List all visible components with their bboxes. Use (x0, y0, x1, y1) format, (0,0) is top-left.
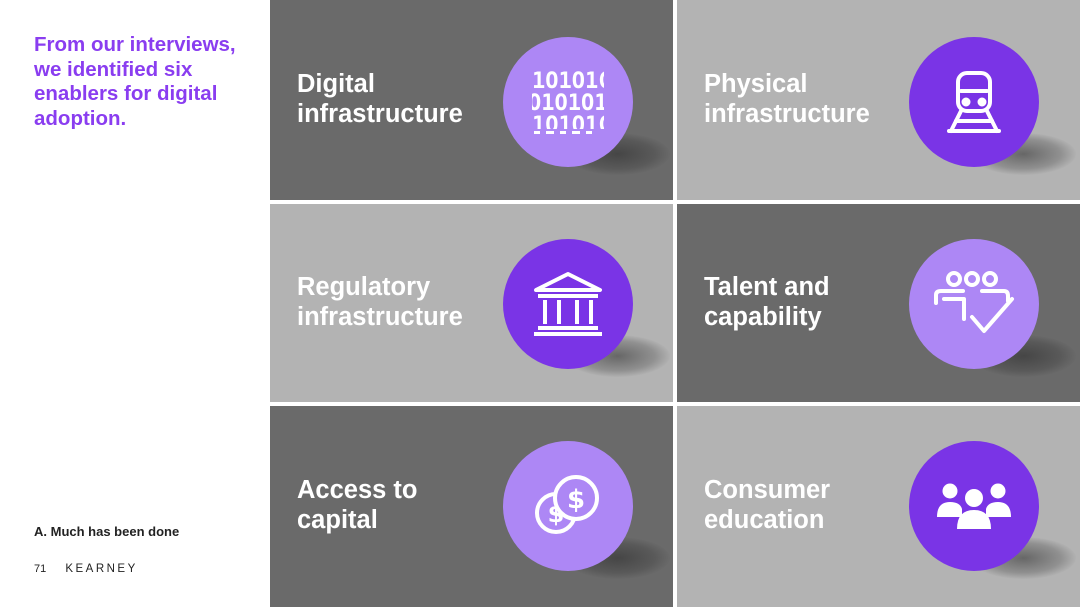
government-building-icon (503, 239, 633, 369)
enabler-tile-regulatory-infrastructure: Regulatory infrastructure (270, 204, 673, 402)
svg-text:1O1O1C: 1O1O1C (532, 113, 604, 135)
people-group-icon (909, 441, 1039, 571)
enabler-title: Physical infrastructure (704, 70, 870, 128)
enabler-tile-access-to-capital: Access to capital $ $ (270, 406, 673, 607)
enabler-tile-physical-infrastructure: Physical infrastructure (677, 0, 1080, 200)
enabler-tile-talent-and-capability: Talent and capability (677, 204, 1080, 402)
svg-text:1O1O1C: 1O1O1C (532, 69, 604, 94)
section-label: A. Much has been done (34, 524, 180, 539)
enabler-tile-digital-infrastructure: Digital infrastructure 1O1O1C O1O1O1 1O1… (270, 0, 673, 200)
footer: 71 KEARNEY (34, 563, 138, 575)
enablers-grid: Digital infrastructure 1O1O1C O1O1O1 1O1… (270, 0, 1080, 607)
left-panel: From our interviews, we identified six e… (0, 0, 270, 607)
enabler-title: Digital infrastructure (297, 70, 463, 128)
enabler-title: Consumer education (704, 476, 831, 534)
enabler-tile-consumer-education: Consumer education (677, 406, 1080, 607)
coins-icon: $ $ (503, 441, 633, 571)
headline: From our interviews, we identified six e… (34, 33, 236, 130)
enabler-title: Regulatory infrastructure (297, 273, 463, 331)
train-icon (909, 37, 1039, 167)
brand-logo: KEARNEY (65, 563, 138, 575)
enabler-title: Talent and capability (704, 273, 830, 331)
team-check-icon (909, 239, 1039, 369)
enabler-title: Access to capital (297, 476, 418, 534)
binary-code-icon: 1O1O1C O1O1O1 1O1O1C (503, 37, 633, 167)
svg-text:O1O1O1: O1O1O1 (532, 91, 604, 116)
svg-text:$: $ (567, 485, 585, 515)
page-number: 71 (34, 563, 47, 575)
